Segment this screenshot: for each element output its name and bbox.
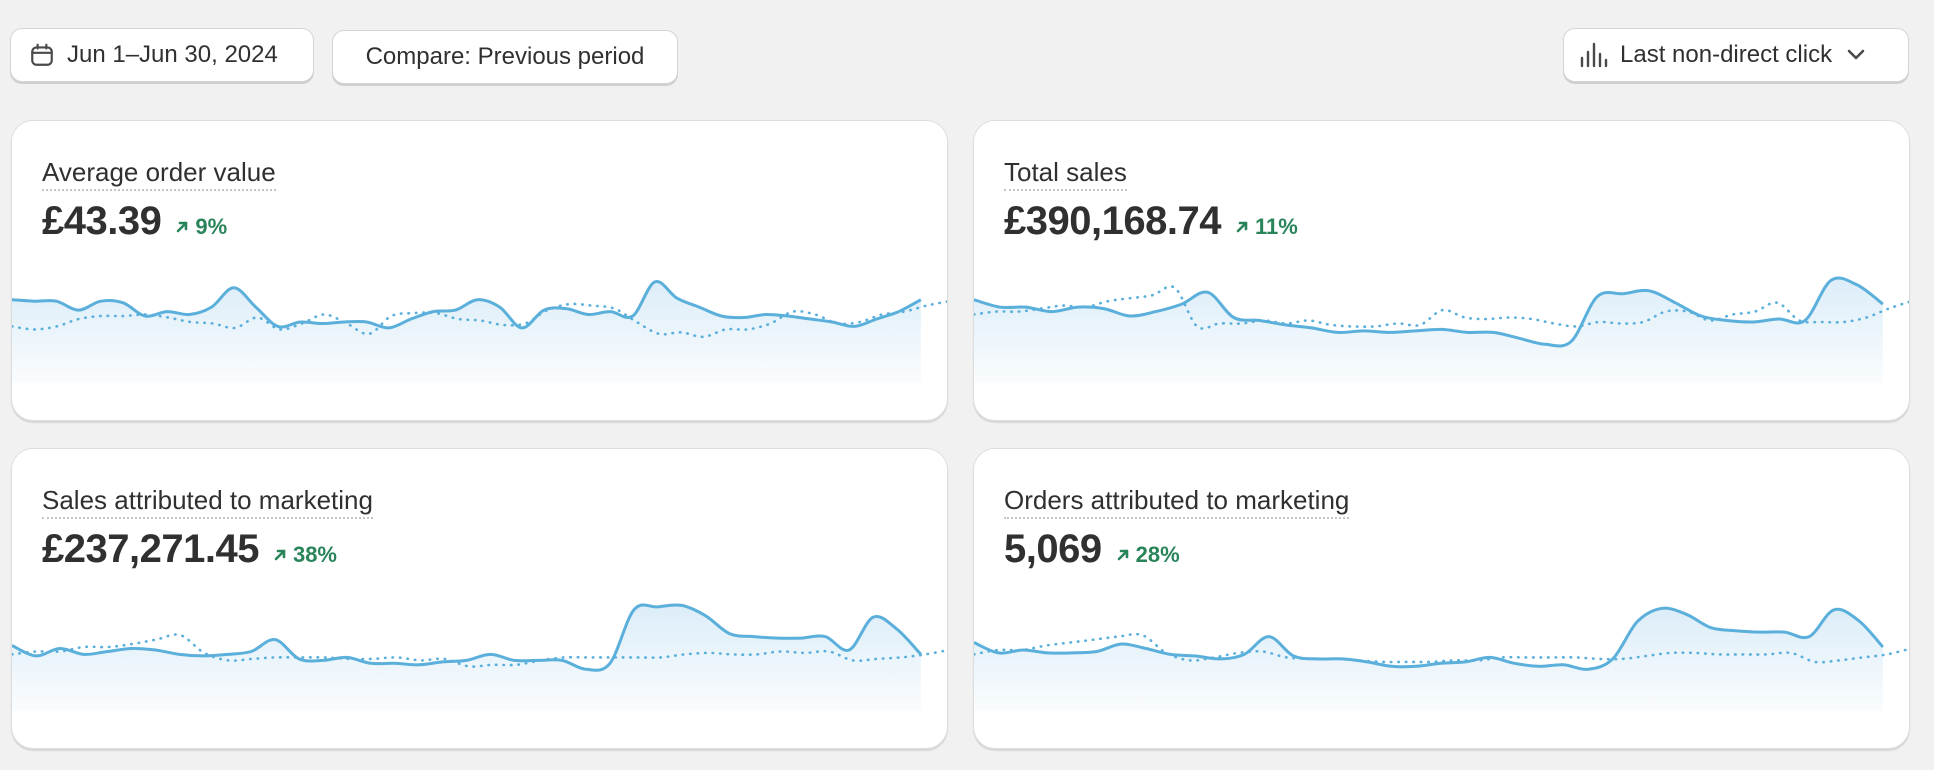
sparkline-chart xyxy=(12,280,947,383)
calendar-icon xyxy=(29,42,55,68)
metric-change-value: 28% xyxy=(1135,542,1180,567)
metric-card-total-sales[interactable]: Total sales £390,168.74 11% xyxy=(973,120,1910,421)
metric-card-orders-attributed-to-marketing[interactable]: Orders attributed to marketing 5,069 28% xyxy=(973,448,1910,749)
arrow-up-right-icon xyxy=(274,549,286,561)
metric-value: £390,168.74 xyxy=(1004,199,1221,243)
current-series-area xyxy=(12,604,921,711)
comparison-series-line xyxy=(12,300,947,339)
metric-change-badge: 38% xyxy=(273,542,337,568)
metric-value: £237,271.45 xyxy=(42,527,259,571)
metric-title[interactable]: Orders attributed to marketing xyxy=(1004,485,1350,519)
metric-change-value: 11% xyxy=(1254,214,1298,239)
metric-card-average-order-value[interactable]: Average order value £43.39 9% xyxy=(11,120,948,421)
current-series-line xyxy=(974,606,1885,671)
comparison-series-line xyxy=(974,632,1909,664)
filter-toolbar: Jun 1–Jun 30, 2024 Compare: Previous per… xyxy=(0,0,1934,110)
metric-row: 5,069 28% xyxy=(1004,527,1180,572)
date-range-label: Jun 1–Jun 30, 2024 xyxy=(67,41,278,68)
comparison-series-line xyxy=(12,633,947,668)
metric-card-sales-attributed-to-marketing[interactable]: Sales attributed to marketing £237,271.4… xyxy=(11,448,948,749)
current-series-area xyxy=(12,281,921,383)
metric-title[interactable]: Sales attributed to marketing xyxy=(42,485,373,519)
metric-row: £390,168.74 11% xyxy=(1004,199,1298,244)
metric-change-badge: 11% xyxy=(1235,214,1298,240)
attribution-model-dropdown[interactable]: Last non-direct click xyxy=(1563,28,1909,82)
sparkline-chart xyxy=(974,276,1909,383)
metric-change-value: 38% xyxy=(292,542,337,567)
attribution-model-label: Last non-direct click xyxy=(1620,41,1833,68)
metric-row: £237,271.45 38% xyxy=(42,527,337,572)
arrow-up-right-icon xyxy=(1236,221,1248,233)
metric-change-badge: 28% xyxy=(1116,542,1180,568)
current-series-line xyxy=(12,280,922,330)
metric-value: 5,069 xyxy=(1004,527,1102,571)
chevron-down-icon xyxy=(1846,48,1866,62)
metric-change-badge: 9% xyxy=(175,214,227,240)
current-series-line xyxy=(12,603,922,672)
sparkline-chart xyxy=(974,606,1909,711)
date-range-button[interactable]: Jun 1–Jun 30, 2024 xyxy=(10,28,314,82)
metric-row: £43.39 9% xyxy=(42,199,227,244)
compare-period-label: Compare: Previous period xyxy=(365,43,645,70)
metric-title[interactable]: Average order value xyxy=(42,157,276,191)
metric-title[interactable]: Total sales xyxy=(1004,157,1127,191)
bar-chart-icon xyxy=(1578,40,1608,70)
sparkline-chart xyxy=(12,603,947,711)
current-series-area xyxy=(974,608,1883,711)
metric-value: £43.39 xyxy=(42,199,162,243)
current-series-line xyxy=(974,276,1884,348)
arrow-up-right-icon xyxy=(1117,549,1128,561)
comparison-series-line xyxy=(974,285,1909,330)
compare-period-button[interactable]: Compare: Previous period xyxy=(332,30,678,84)
arrow-up-right-icon xyxy=(177,221,188,233)
metric-change-value: 9% xyxy=(195,214,228,239)
